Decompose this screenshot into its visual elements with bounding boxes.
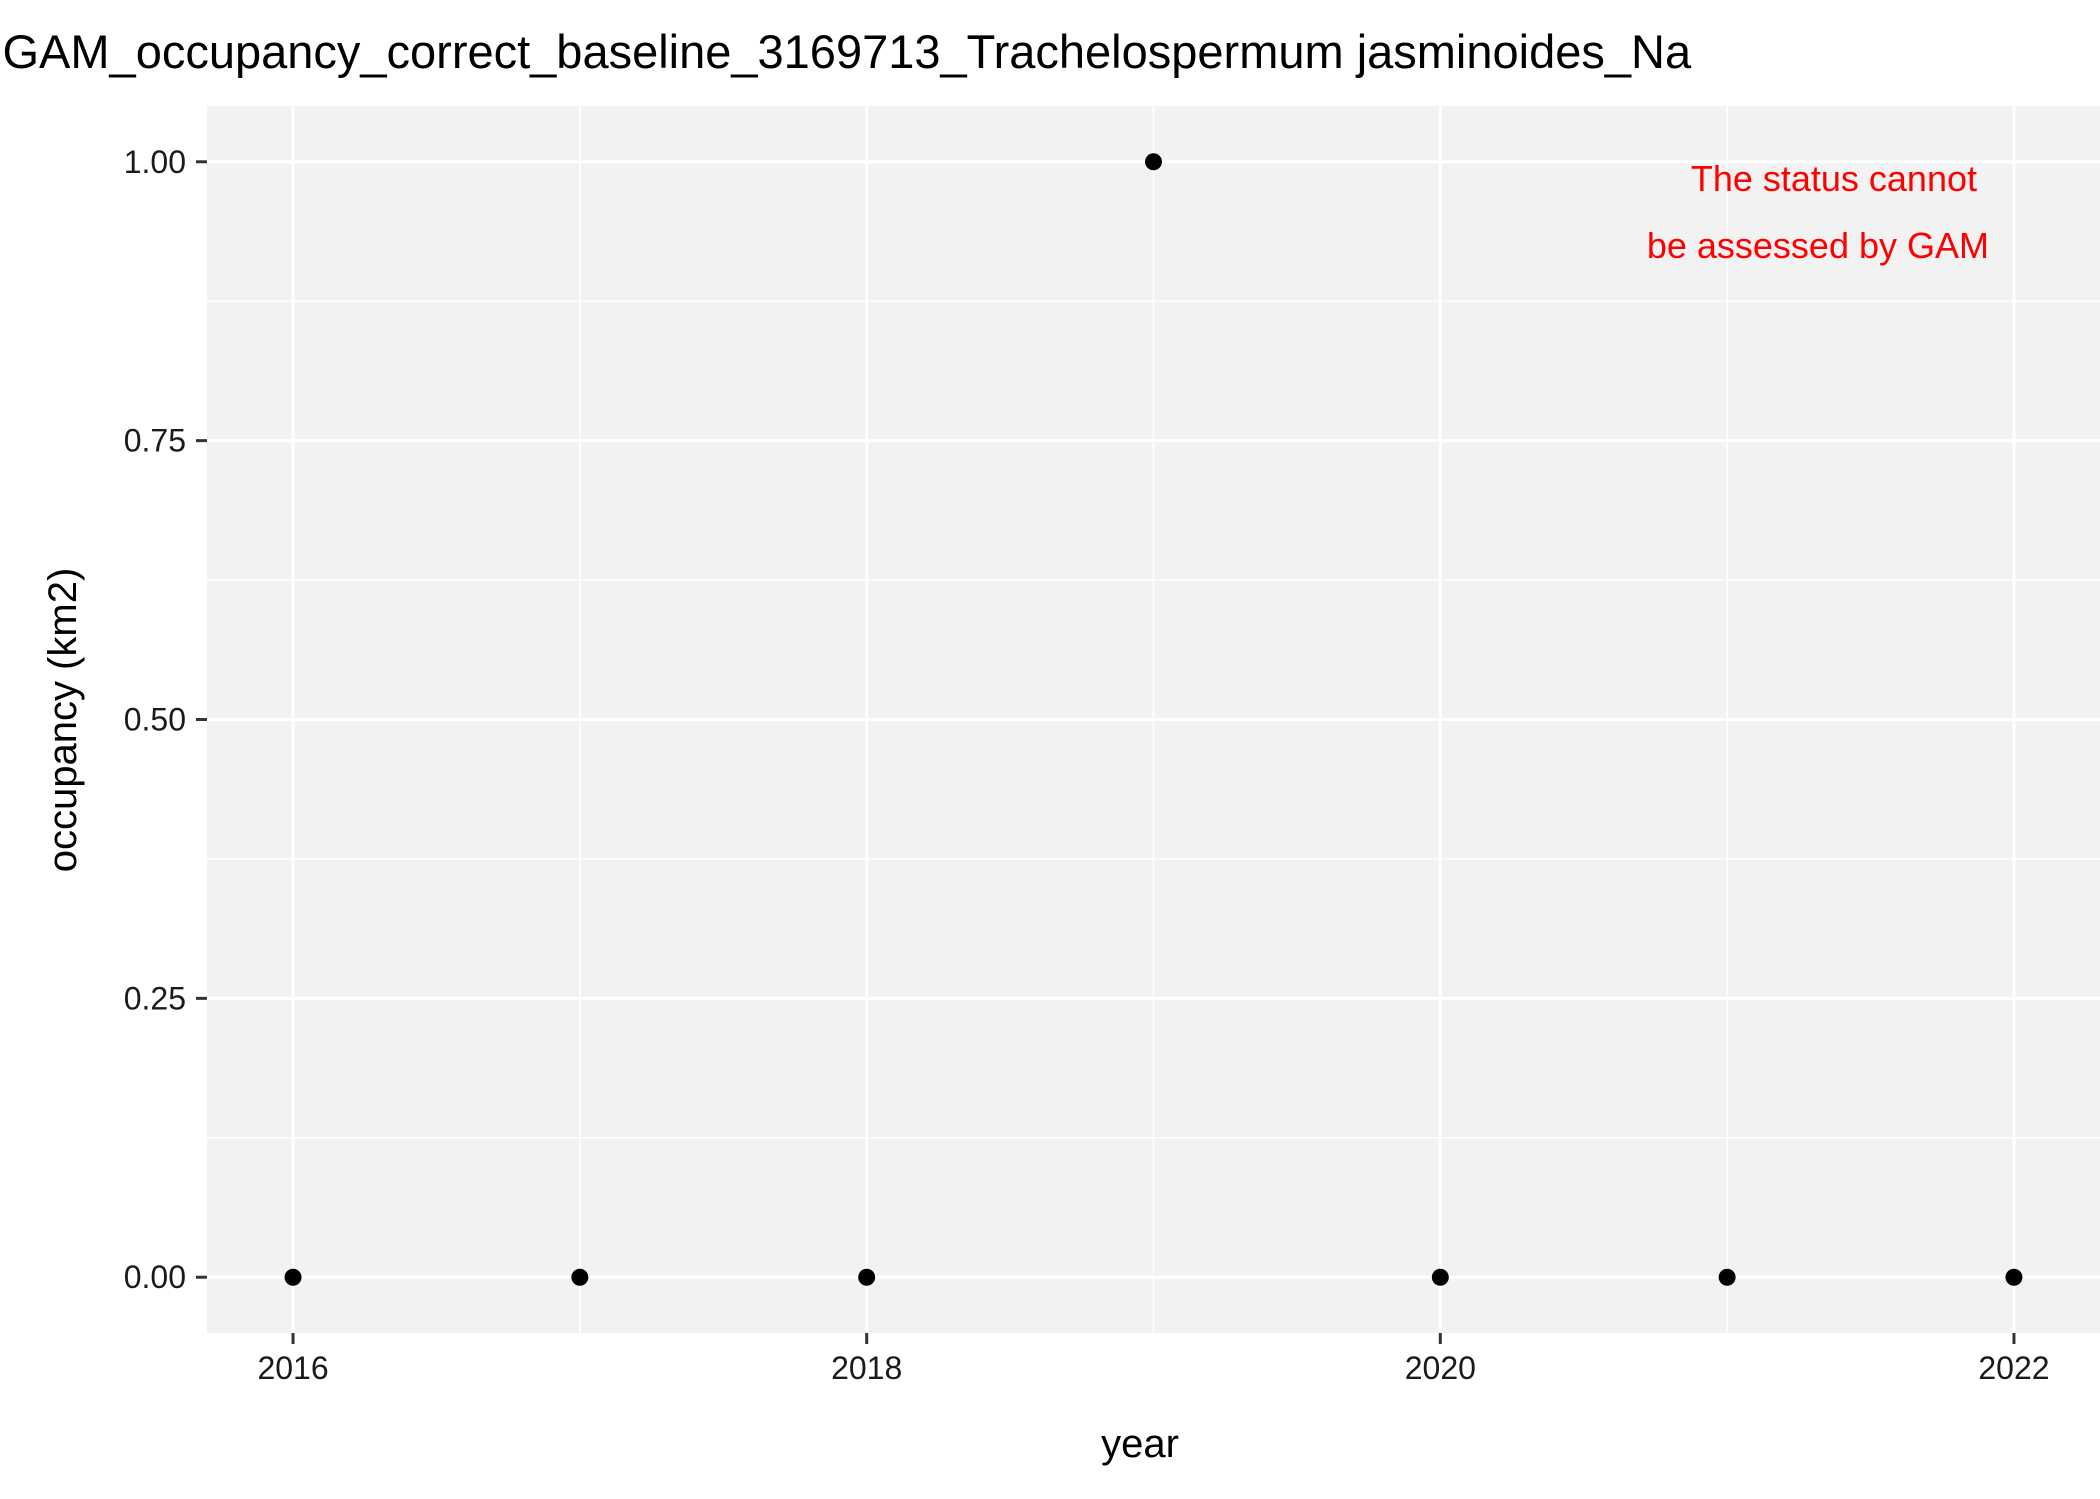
x-tick-label: 2022 — [1978, 1350, 2049, 1386]
chart-title: GAM_occupancy_correct_baseline_3169713_T… — [3, 25, 1692, 78]
axis-ticks — [196, 160, 2016, 1344]
y-tick-label: 0.75 — [124, 423, 186, 459]
data-point — [284, 1268, 302, 1286]
tick-labels: 2016 2018 2020 2022 0.00 0.25 0.50 0.75 1.00 — [124, 144, 2050, 1386]
x-tick-label: 2016 — [257, 1350, 328, 1386]
y-tick-label: 0.25 — [124, 980, 186, 1016]
data-points — [284, 153, 2023, 1286]
x-axis-title: year — [1101, 1422, 1179, 1466]
data-point — [1718, 1268, 1736, 1286]
data-point — [1431, 1268, 1449, 1286]
x-tick-label: 2018 — [831, 1350, 902, 1386]
y-axis-title: occupancy (km2) — [41, 568, 85, 873]
x-tick-label: 2020 — [1405, 1350, 1476, 1386]
y-tick-label: 0.50 — [124, 702, 186, 738]
data-point — [2005, 1268, 2023, 1286]
annotation-line-2: be assessed by GAM — [1647, 225, 1989, 266]
y-tick-label: 1.00 — [124, 144, 186, 180]
major-gridlines — [207, 106, 2100, 1333]
annotation-line-1: The status cannot — [1691, 158, 1977, 199]
data-point — [1145, 153, 1162, 171]
data-point — [571, 1268, 589, 1286]
data-point — [858, 1268, 876, 1286]
y-tick-label: 0.00 — [124, 1259, 186, 1295]
